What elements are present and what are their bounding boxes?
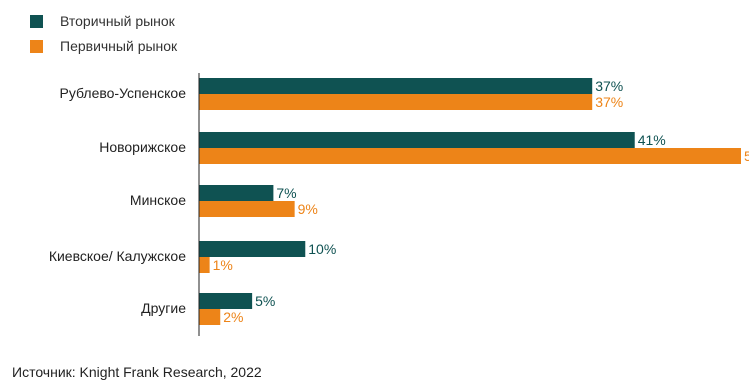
value-label-primary: 51%	[744, 148, 749, 164]
legend-label-secondary: Вторичный рынок	[60, 13, 176, 29]
bar-primary	[199, 148, 741, 164]
category-label: Минское	[130, 192, 186, 208]
bar-primary	[199, 309, 221, 325]
legend-swatch-secondary	[30, 15, 43, 28]
bar-secondary	[199, 293, 253, 309]
bar-primary	[199, 257, 210, 273]
legend-swatch-primary	[30, 40, 43, 53]
value-label-primary: 37%	[595, 94, 623, 110]
bar-secondary	[199, 132, 635, 148]
category-label: Новорижское	[99, 139, 186, 155]
bar-secondary	[199, 78, 593, 94]
category-label: Киевское/ Калужское	[49, 248, 186, 264]
bar-primary	[199, 201, 295, 217]
bar-primary	[199, 94, 593, 110]
value-label-secondary: 10%	[308, 241, 336, 257]
category-label: Другие	[141, 300, 186, 316]
value-label-secondary: 37%	[595, 78, 623, 94]
value-label-secondary: 41%	[638, 132, 666, 148]
value-label-secondary: 7%	[276, 185, 296, 201]
value-label-primary: 2%	[223, 309, 243, 325]
bar-secondary	[199, 241, 306, 257]
legend-label-primary: Первичный рынок	[60, 38, 178, 54]
value-label-secondary: 5%	[255, 293, 275, 309]
bar-secondary	[199, 185, 274, 201]
source-note: Источник: Knight Frank Research, 2022	[12, 364, 262, 380]
value-label-primary: 9%	[298, 201, 318, 217]
value-label-primary: 1%	[213, 257, 233, 273]
category-label: Рублево-Успенское	[60, 85, 187, 101]
